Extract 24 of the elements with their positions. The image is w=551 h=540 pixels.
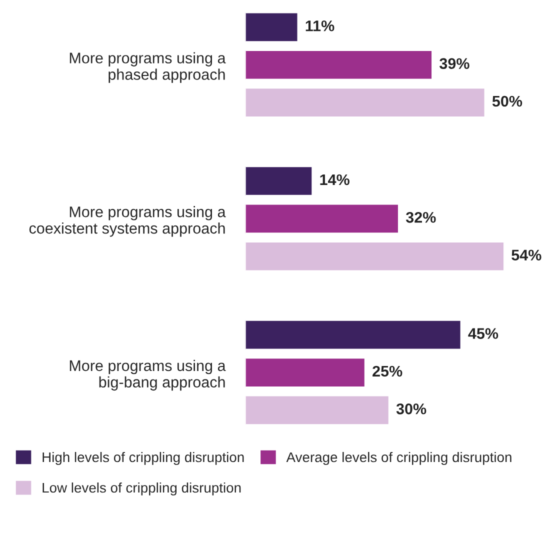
legend-label: Average levels of crippling disruption: [286, 452, 512, 465]
data-label: 11%: [306, 20, 334, 32]
data-label: 50%: [492, 96, 522, 107]
bar: [245, 166, 314, 196]
data-label: 30%: [396, 404, 426, 414]
legend-label: High levels of crippling disruption: [42, 452, 244, 465]
bar: [245, 320, 462, 350]
data-label: 45%: [468, 328, 498, 339]
data-label: 54%: [512, 250, 542, 260]
bar: [245, 50, 433, 80]
bar: [245, 12, 299, 42]
bar: [245, 394, 390, 426]
data-label: 39%: [440, 58, 470, 69]
bar: [245, 241, 504, 272]
bar: [245, 87, 486, 118]
y-tick-label: More programs using a big-bang approach: [70, 360, 226, 391]
y-tick-label: More programs using a phased approach: [70, 52, 226, 83]
bar: [245, 203, 400, 234]
y-tick-label: More programs using a coexistent systems approach: [29, 206, 226, 237]
data-label: 32%: [406, 212, 436, 223]
data-label: 25%: [372, 366, 402, 377]
bar: [245, 357, 366, 388]
data-label: 14%: [320, 174, 350, 186]
legend-label: Low levels of crippling disruption: [42, 482, 241, 496]
